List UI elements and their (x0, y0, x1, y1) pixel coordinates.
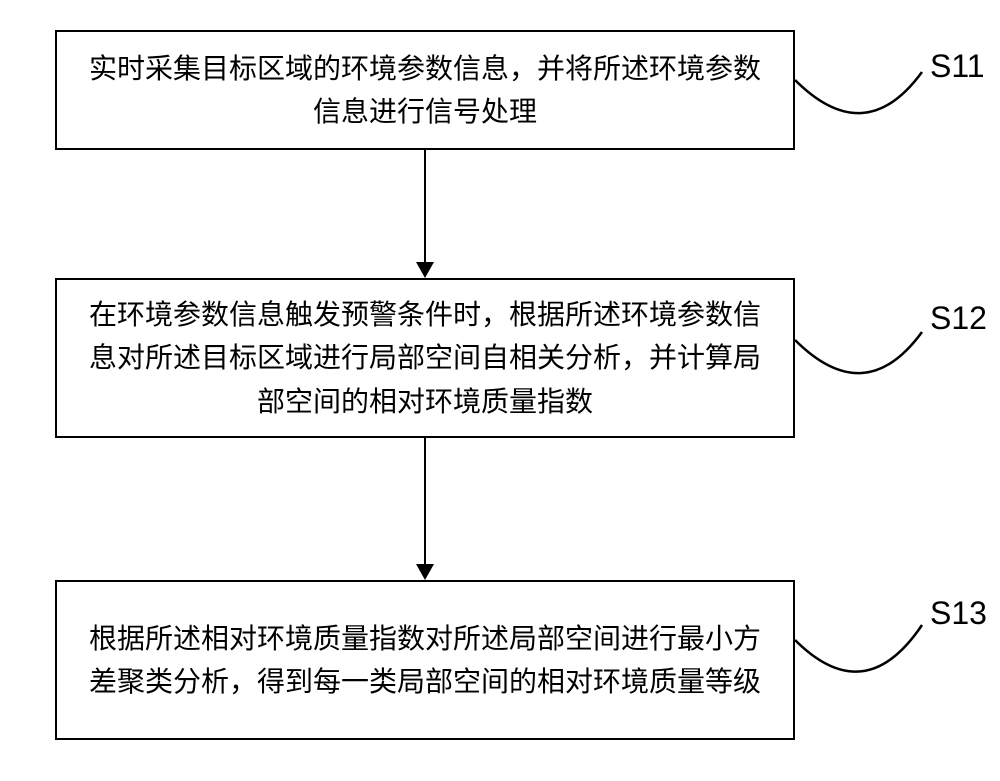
arrow-2-head (416, 564, 434, 580)
step-text-s12: 在环境参数信息触发预警条件时，根据所述环境参数信息对所述目标区域进行局部空间自相… (57, 283, 793, 433)
arrow-2-line (424, 438, 426, 564)
step-box-s11: 实时采集目标区域的环境参数信息，并将所述环境参数信息进行信号处理 (55, 30, 795, 150)
step-label-s11: S11 (930, 48, 985, 85)
step-box-s12: 在环境参数信息触发预警条件时，根据所述环境参数信息对所述目标区域进行局部空间自相… (55, 278, 795, 438)
step-text-s13: 根据所述相对环境质量指数对所述局部空间进行最小方差聚类分析，得到每一类局部空间的… (57, 607, 793, 714)
step-label-s13: S13 (930, 595, 987, 632)
arrow-1-head (416, 262, 434, 278)
arrow-1-line (424, 150, 426, 262)
step-box-s13: 根据所述相对环境质量指数对所述局部空间进行最小方差聚类分析，得到每一类局部空间的… (55, 580, 795, 740)
flowchart-canvas: 实时采集目标区域的环境参数信息，并将所述环境参数信息进行信号处理 S11 在环境… (0, 0, 1000, 781)
step-label-s12: S12 (930, 300, 987, 337)
step-text-s11: 实时采集目标区域的环境参数信息，并将所述环境参数信息进行信号处理 (57, 37, 793, 144)
